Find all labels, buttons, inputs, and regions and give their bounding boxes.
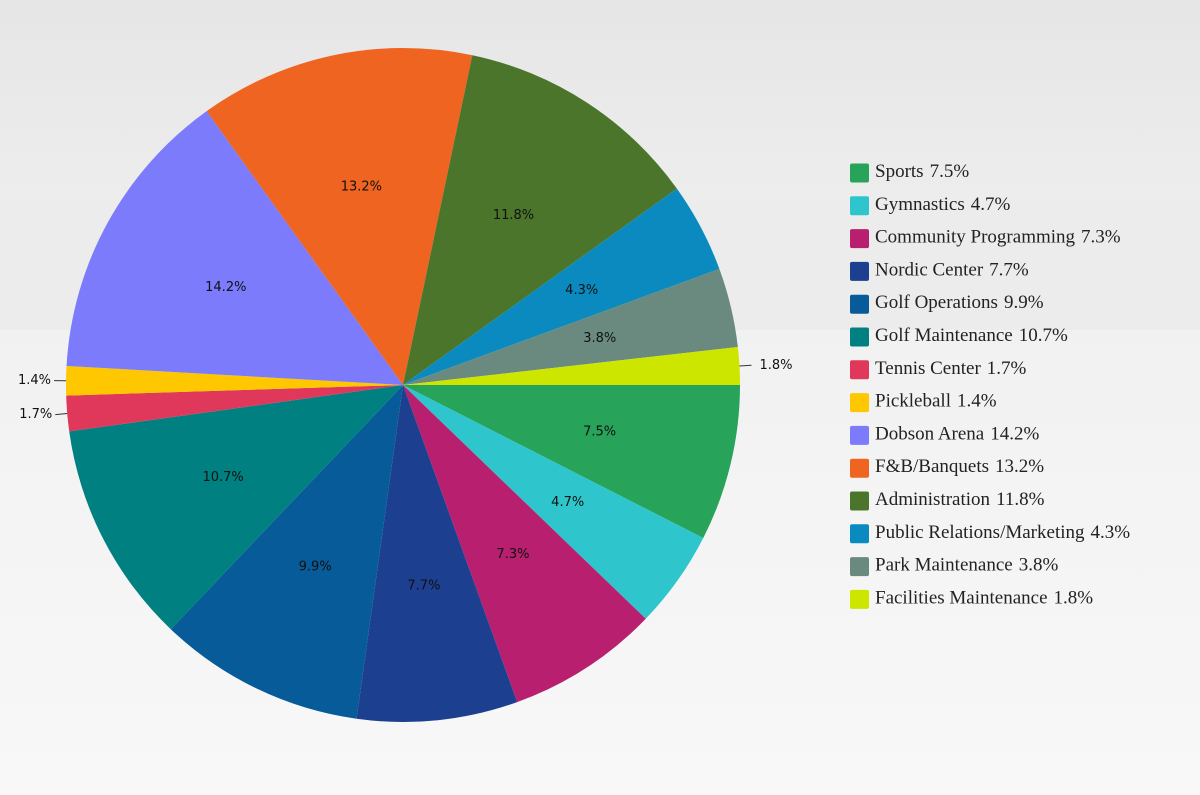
legend-entry: Public Relations/Marketing 4.3%	[875, 522, 1130, 543]
legend-swatch	[850, 393, 869, 413]
legend-swatch	[850, 294, 869, 314]
legend-name: Golf Maintenance	[875, 325, 1013, 346]
label-leader	[739, 364, 752, 367]
legend-name: Pickleball	[875, 391, 951, 412]
legend-swatch	[850, 229, 869, 249]
legend-swatch	[850, 163, 869, 183]
legend-value: 7.3%	[1081, 227, 1121, 248]
legend-name: Dobson Arena	[875, 424, 985, 445]
legend-name: Park Maintenance	[875, 555, 1013, 576]
legend-entry: Sports 7.5%	[875, 161, 969, 182]
legend-name: Sports	[875, 161, 924, 182]
legend-swatch	[850, 524, 869, 544]
slice-label: 14.2%	[205, 280, 246, 295]
legend-swatch	[850, 557, 869, 577]
legend-value: 4.3%	[1091, 522, 1131, 543]
legend-value: 4.7%	[971, 194, 1011, 215]
legend-swatch	[850, 261, 869, 281]
slice-label: 7.5%	[583, 425, 616, 440]
pie-slice	[356, 385, 518, 722]
legend-swatch	[850, 589, 869, 609]
pie-slice	[170, 385, 403, 719]
legend-name: Golf Operations	[875, 293, 998, 314]
pie-slice	[403, 188, 720, 385]
legend-swatch	[850, 327, 869, 347]
slice-label: 1.8%	[759, 358, 792, 373]
pie-slice	[206, 48, 473, 386]
legend-entry: Community Programming 7.3%	[875, 227, 1121, 248]
slice-label: 4.7%	[551, 495, 584, 510]
legend-value: 10.7%	[1019, 325, 1068, 346]
legend-entry: Tennis Center 1.7%	[875, 358, 1027, 379]
legend-name: Nordic Center	[875, 260, 984, 281]
slice-label: 13.2%	[341, 180, 382, 195]
legend-name: Tennis Center	[875, 358, 981, 379]
legend-swatch	[850, 196, 869, 216]
legend-name: F&B/Banquets	[875, 457, 989, 478]
legend-entry: Park Maintenance 3.8%	[875, 555, 1058, 576]
legend-name: Facilities Maintenance	[875, 588, 1048, 609]
slice-label: 10.7%	[202, 470, 243, 485]
pie-slice	[403, 385, 740, 538]
pie-slice	[69, 385, 403, 630]
slice-label: 7.3%	[496, 547, 529, 562]
legend-value: 9.9%	[1004, 293, 1044, 314]
slice-label: 4.3%	[565, 283, 598, 298]
legend-entry: Facilities Maintenance 1.8%	[875, 588, 1093, 609]
legend-value: 1.4%	[957, 391, 997, 412]
slice-label: 9.9%	[299, 560, 332, 575]
legend-entry: Pickleball 1.4%	[875, 391, 997, 412]
legend-entry: Dobson Arena 14.2%	[875, 424, 1039, 445]
pie-slice	[403, 55, 677, 386]
legend-value: 1.7%	[987, 358, 1027, 379]
legend-entry: Golf Operations 9.9%	[875, 293, 1044, 314]
slice-label: 7.7%	[407, 579, 440, 594]
legend-swatch	[850, 458, 869, 478]
legend-value: 3.8%	[1019, 555, 1059, 576]
pie-slice	[66, 111, 403, 385]
pie-slice	[66, 365, 403, 396]
legend-value: 1.8%	[1054, 588, 1094, 609]
pie-slice	[403, 268, 738, 385]
legend-entry: Golf Maintenance 10.7%	[875, 325, 1068, 346]
legend-swatch	[850, 425, 869, 445]
pie-slice	[66, 385, 403, 432]
legend-entry: Gymnastics 4.7%	[875, 194, 1010, 215]
label-leader	[55, 413, 68, 416]
legend-name: Community Programming	[875, 227, 1076, 248]
pie-slice	[403, 346, 740, 385]
legend-swatch	[850, 360, 869, 380]
legend-value: 7.5%	[930, 161, 970, 182]
slice-label: 11.8%	[493, 208, 534, 223]
legend-value: 7.7%	[989, 260, 1029, 281]
legend-entry: F&B/Banquets 13.2%	[875, 457, 1044, 478]
legend-name: Gymnastics	[875, 194, 965, 215]
slice-label: 3.8%	[583, 331, 616, 346]
slice-label: 1.7%	[19, 407, 52, 422]
legend-name: Public Relations/Marketing	[875, 522, 1085, 543]
pie-slice	[403, 385, 646, 703]
legend-entry: Administration 11.8%	[875, 489, 1045, 510]
legend-entry: Nordic Center 7.7%	[875, 260, 1029, 281]
legend-value: 11.8%	[996, 489, 1045, 510]
slice-label: 1.4%	[18, 373, 51, 388]
legend-swatch	[850, 491, 869, 511]
legend-value: 14.2%	[990, 424, 1039, 445]
legend-value: 13.2%	[995, 457, 1044, 478]
pie-slice	[403, 385, 704, 619]
legend-name: Administration	[875, 489, 991, 510]
